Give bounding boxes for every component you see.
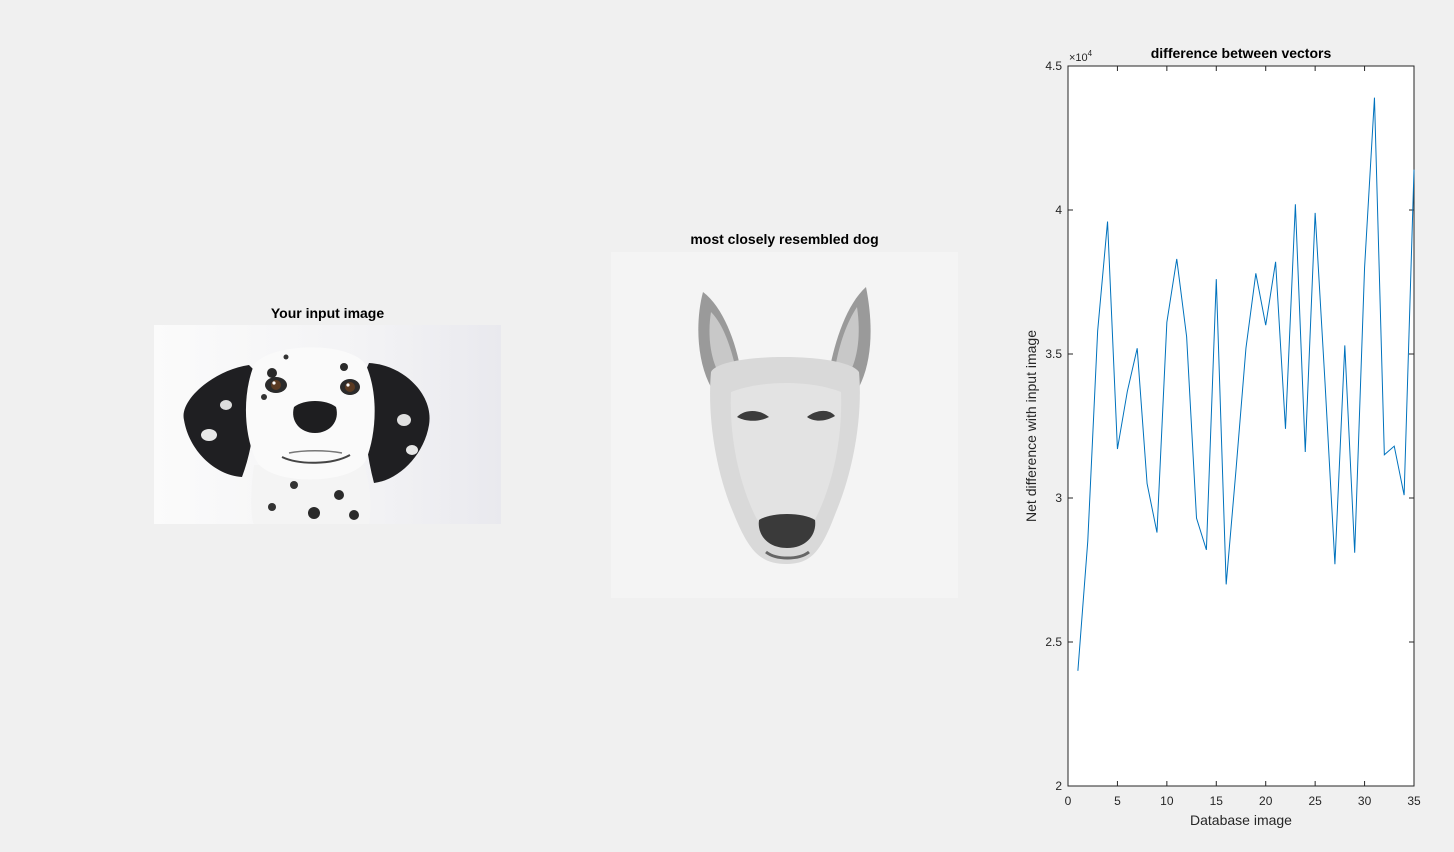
y-tick-label: 2.5 [1045, 635, 1062, 649]
y-axis-label: Net difference with input image [1023, 330, 1039, 522]
series-line [1077, 97, 1415, 671]
y-exponent-label: ×104 [1069, 49, 1093, 64]
x-tick-label: 0 [1065, 794, 1072, 808]
y-exponent-base: ×10 [1069, 52, 1088, 64]
y-tick-label: 3 [1055, 491, 1062, 505]
x-axis-ticks: 0 5 10 15 20 25 30 35 [1065, 66, 1421, 808]
x-tick-label: 35 [1407, 794, 1421, 808]
y-exponent-power: 4 [1088, 49, 1093, 58]
x-tick-label: 30 [1358, 794, 1372, 808]
y-tick-label: 4.5 [1045, 59, 1062, 73]
input-image-title: Your input image [270, 305, 385, 321]
x-axis-label: Database image [1190, 812, 1292, 828]
x-tick-label: 25 [1308, 794, 1322, 808]
x-tick-label: 15 [1210, 794, 1224, 808]
x-tick-label: 5 [1114, 794, 1121, 808]
y-tick-label: 2 [1055, 779, 1062, 793]
x-tick-label: 20 [1259, 794, 1273, 808]
matched-bull-terrier-image [611, 252, 958, 598]
input-dalmatian-image [154, 325, 501, 524]
y-tick-label: 3.5 [1045, 347, 1062, 361]
plot-area [1067, 65, 1415, 787]
x-tick-label: 10 [1160, 794, 1174, 808]
y-tick-label: 4 [1055, 203, 1062, 217]
y-axis-ticks: 2 2.5 3 3.5 4 4.5 [1045, 59, 1414, 793]
chart-title: difference between vectors [1151, 45, 1332, 61]
match-image-title: most closely resembled dog [690, 231, 879, 247]
